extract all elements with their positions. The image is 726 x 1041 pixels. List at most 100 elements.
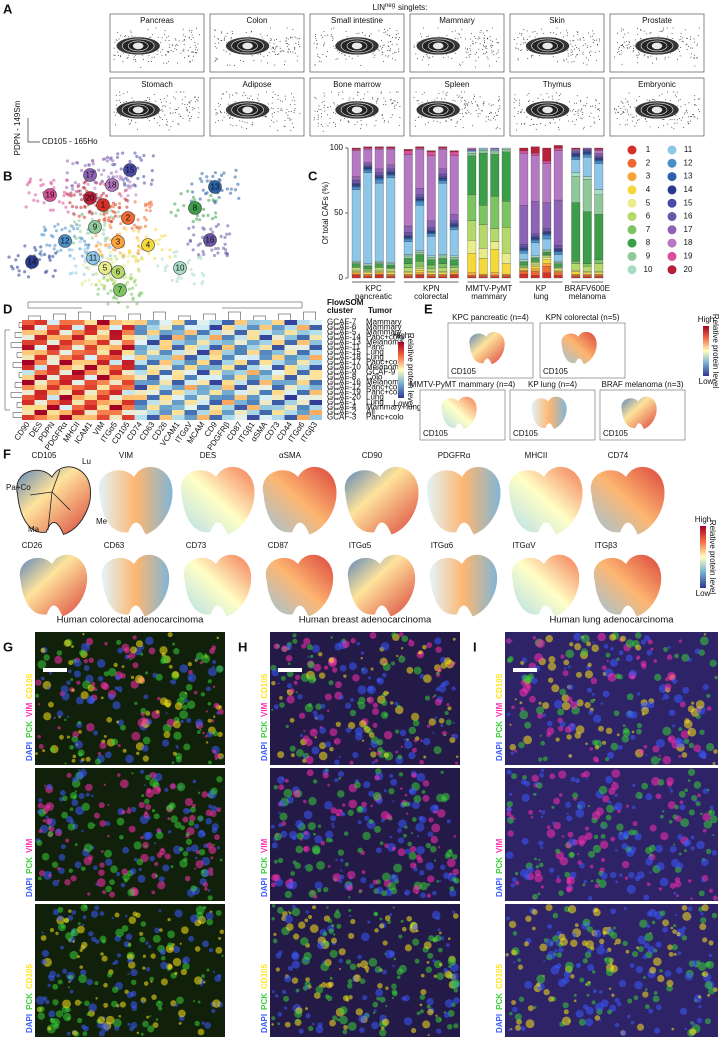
event-dot [639, 119, 640, 120]
heatmap-cell [122, 345, 135, 350]
legend-swatch [668, 159, 677, 168]
umap-cell [97, 241, 100, 244]
event-dot [295, 53, 296, 54]
stain-blob [106, 717, 112, 723]
stain-blob [307, 644, 313, 650]
umap-cell [215, 225, 218, 228]
bar-segment [554, 255, 563, 262]
event-dot [242, 95, 243, 96]
event-dot [573, 61, 574, 62]
bar-segment [352, 261, 361, 262]
heatmap-cell [97, 330, 110, 335]
event-dot [585, 43, 586, 44]
stain-blob [102, 890, 106, 894]
umap-cell [102, 158, 105, 161]
event-dot [557, 61, 558, 62]
heatmap-cell [47, 350, 60, 355]
event-dot [622, 64, 623, 65]
event-dot [652, 63, 653, 64]
bar-segment [375, 169, 384, 173]
stain-blob [153, 935, 161, 943]
umap-cell [192, 248, 195, 251]
legend-swatch [628, 252, 637, 261]
bar-segment [468, 275, 477, 276]
bar-segment [352, 190, 361, 262]
heatmap-cell [222, 325, 235, 330]
event-dot [583, 37, 584, 38]
marker-label: CD105 [451, 367, 476, 376]
stain-blob [185, 876, 191, 882]
bar-segment [583, 212, 592, 264]
stain-blob [179, 1022, 182, 1025]
stain-blob [210, 856, 213, 859]
stain-blob [434, 637, 441, 644]
heatmap-cell [160, 410, 173, 415]
heatmap-cell [197, 350, 210, 355]
bar-segment [543, 233, 552, 234]
bar-segment [404, 268, 413, 272]
heatmap-cell [285, 380, 298, 385]
stain-blob [37, 809, 42, 814]
umap-cell [216, 251, 219, 254]
event-dot [161, 109, 162, 110]
heatmap-cell [72, 385, 85, 390]
panel-letter: E [424, 301, 433, 316]
stain-blob [214, 703, 220, 709]
stain-blob [115, 913, 120, 918]
event-dot [483, 33, 484, 34]
heatmap-cell [235, 335, 248, 340]
heatmap-cell [310, 415, 323, 420]
event-dot [285, 41, 286, 42]
event-dot [271, 48, 272, 49]
event-dot [365, 35, 366, 36]
heatmap-cell [85, 385, 98, 390]
event-dot [687, 49, 688, 50]
umap-cell [225, 233, 228, 236]
umap-cell [135, 155, 138, 158]
umap-cell [72, 227, 75, 230]
event-dot [653, 99, 654, 100]
event-dot [593, 42, 594, 43]
event-dot [384, 120, 385, 121]
event-dot [580, 117, 581, 118]
heatmap-cell [272, 370, 285, 375]
heatmap-cell [147, 340, 160, 345]
event-dot [568, 121, 569, 122]
bar-segment [427, 156, 436, 221]
heatmap-cell [247, 330, 260, 335]
event-dot [680, 36, 681, 37]
umap-cell [211, 217, 214, 220]
heatmap-cell [147, 390, 160, 395]
umap-cell [98, 280, 101, 283]
micrograph [35, 768, 225, 901]
stain-blob [117, 686, 123, 692]
heatmap-cell [35, 375, 48, 380]
cluster-label: 13 [211, 183, 220, 192]
umap-cell [104, 244, 107, 247]
umap-cell [65, 186, 68, 189]
legend-label: 4 [646, 185, 651, 194]
event-dot [582, 114, 583, 115]
event-dot [294, 100, 295, 101]
event-dot [671, 127, 672, 128]
stain-blob [287, 695, 295, 703]
event-dot [267, 35, 268, 36]
bar-segment [531, 269, 540, 272]
heatmap-cell [172, 380, 185, 385]
umap-cell [86, 246, 89, 249]
event-dot [627, 109, 628, 110]
stain-blob [145, 637, 153, 645]
event-dot [579, 38, 580, 39]
event-dot [272, 114, 273, 115]
event-dot [189, 120, 190, 121]
event-dot [397, 44, 398, 45]
event-dot [480, 96, 481, 97]
event-dot [191, 30, 192, 31]
event-dot [648, 57, 649, 58]
event-dot [455, 100, 456, 101]
event-dot [587, 97, 588, 98]
bar-segment [520, 151, 529, 154]
stain-blob [396, 655, 398, 657]
event-dot [294, 110, 295, 111]
event-dot [478, 57, 479, 58]
